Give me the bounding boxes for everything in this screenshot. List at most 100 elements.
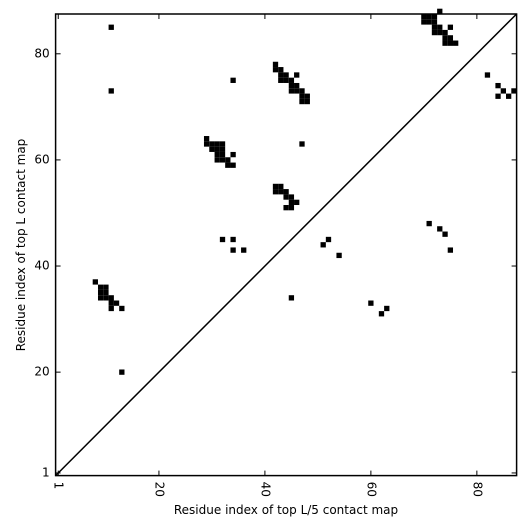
contact-point	[97, 295, 104, 301]
x-tick-label: 80	[470, 482, 484, 497]
contact-point	[325, 236, 332, 243]
contact-point	[97, 289, 104, 296]
contact-point	[484, 72, 491, 78]
contact-point	[103, 289, 109, 296]
contact-point	[426, 14, 432, 20]
contact-point	[426, 220, 432, 227]
x-tick-label: 1	[52, 482, 66, 490]
x-tick-label: 40	[258, 482, 272, 497]
contact-point	[294, 82, 300, 89]
contact-point	[278, 72, 284, 78]
contact-point	[447, 40, 454, 46]
contact-point	[241, 247, 247, 253]
contact-point	[431, 24, 438, 30]
contact-point	[278, 183, 284, 190]
contact-point	[437, 24, 443, 30]
contact-point	[203, 141, 210, 147]
contact-point	[368, 300, 374, 306]
contact-point	[119, 305, 125, 312]
contact-point	[225, 162, 231, 168]
contact-point	[294, 199, 300, 206]
contact-point	[278, 189, 284, 195]
y-tick-label: 60	[34, 152, 49, 166]
y-tick-label: 20	[34, 365, 49, 379]
contact-point	[336, 252, 342, 259]
y-tick-label: 1	[42, 465, 50, 479]
contact-point	[225, 157, 231, 163]
contact-point	[230, 236, 236, 243]
contact-point	[378, 311, 385, 317]
contact-point	[103, 284, 109, 290]
contact-point	[230, 247, 236, 253]
contact-point	[431, 14, 438, 20]
contact-point	[495, 93, 501, 99]
contact-point	[103, 295, 109, 301]
contact-point	[92, 279, 98, 285]
contact-point	[283, 72, 289, 78]
contact-point	[299, 88, 305, 94]
contact-point	[214, 146, 220, 152]
contact-point	[219, 146, 226, 152]
contact-point	[113, 300, 120, 306]
x-axis-label: Residue index of top L/5 contact map	[174, 503, 398, 517]
contact-point	[426, 19, 432, 25]
contact-point	[219, 141, 226, 147]
contact-point	[214, 151, 220, 158]
contact-point	[108, 295, 114, 301]
contact-point	[421, 19, 427, 25]
contact-point	[506, 93, 512, 99]
contact-point	[108, 24, 114, 30]
contact-point	[283, 205, 289, 211]
contact-point	[442, 35, 448, 41]
contact-point	[278, 77, 284, 83]
contact-point	[299, 98, 305, 105]
contact-point	[299, 141, 305, 147]
contact-point	[495, 82, 501, 89]
contact-point	[453, 40, 459, 46]
y-tick-label: 80	[34, 46, 49, 60]
y-axis-label: Residue index of top L contact map	[14, 139, 28, 352]
contact-point	[108, 300, 114, 306]
contact-point	[119, 369, 125, 375]
plot-frame	[54, 13, 518, 477]
x-tick-label: 20	[152, 482, 166, 497]
contact-point	[447, 247, 454, 253]
contact-point	[272, 61, 279, 68]
contact-point	[384, 305, 390, 312]
contact-point	[437, 8, 443, 14]
contact-point	[209, 141, 215, 147]
contact-point	[431, 19, 438, 25]
contact-point	[431, 29, 438, 36]
contact-point	[288, 88, 295, 94]
contact-point	[97, 284, 104, 290]
contact-point	[214, 141, 220, 147]
contact-point	[447, 35, 454, 41]
contact-point	[442, 40, 448, 46]
contact-point	[511, 88, 517, 94]
contact-point	[294, 72, 300, 78]
contact-point	[219, 151, 226, 158]
contact-point	[108, 305, 114, 312]
contact-point	[272, 189, 279, 195]
contact-point	[442, 29, 448, 36]
contact-point	[230, 77, 236, 83]
contact-point	[278, 67, 284, 73]
contact-point	[230, 151, 236, 158]
contact-point	[294, 88, 300, 94]
contact-point	[304, 93, 310, 99]
contact-point	[288, 82, 295, 89]
contact-point	[288, 295, 295, 301]
contact-point	[203, 136, 210, 142]
contact-point	[437, 226, 443, 232]
contact-point	[209, 146, 215, 152]
contact-point	[272, 67, 279, 73]
contact-point	[500, 88, 507, 94]
contact-point	[304, 98, 310, 105]
x-tick-label: 60	[364, 482, 378, 497]
contact-point	[219, 236, 226, 243]
contact-point	[447, 24, 454, 30]
contact-point	[442, 231, 448, 237]
contact-point	[272, 183, 279, 190]
contact-point	[108, 88, 114, 94]
